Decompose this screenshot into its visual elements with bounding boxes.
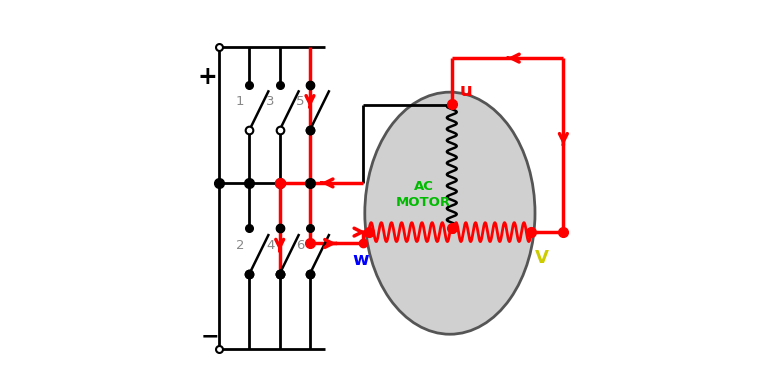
Text: −: − (201, 326, 219, 346)
Text: 5: 5 (296, 95, 305, 108)
Text: 1: 1 (236, 95, 244, 108)
Text: 3: 3 (266, 95, 274, 108)
Text: 2: 2 (236, 239, 244, 252)
Text: +: + (198, 65, 218, 89)
Text: 4: 4 (266, 239, 274, 252)
Text: 6: 6 (296, 239, 305, 252)
Text: w: w (353, 251, 370, 269)
Text: AC
MOTOR: AC MOTOR (396, 180, 451, 209)
Text: V: V (535, 249, 549, 267)
Text: u: u (460, 82, 473, 100)
Ellipse shape (365, 92, 535, 334)
